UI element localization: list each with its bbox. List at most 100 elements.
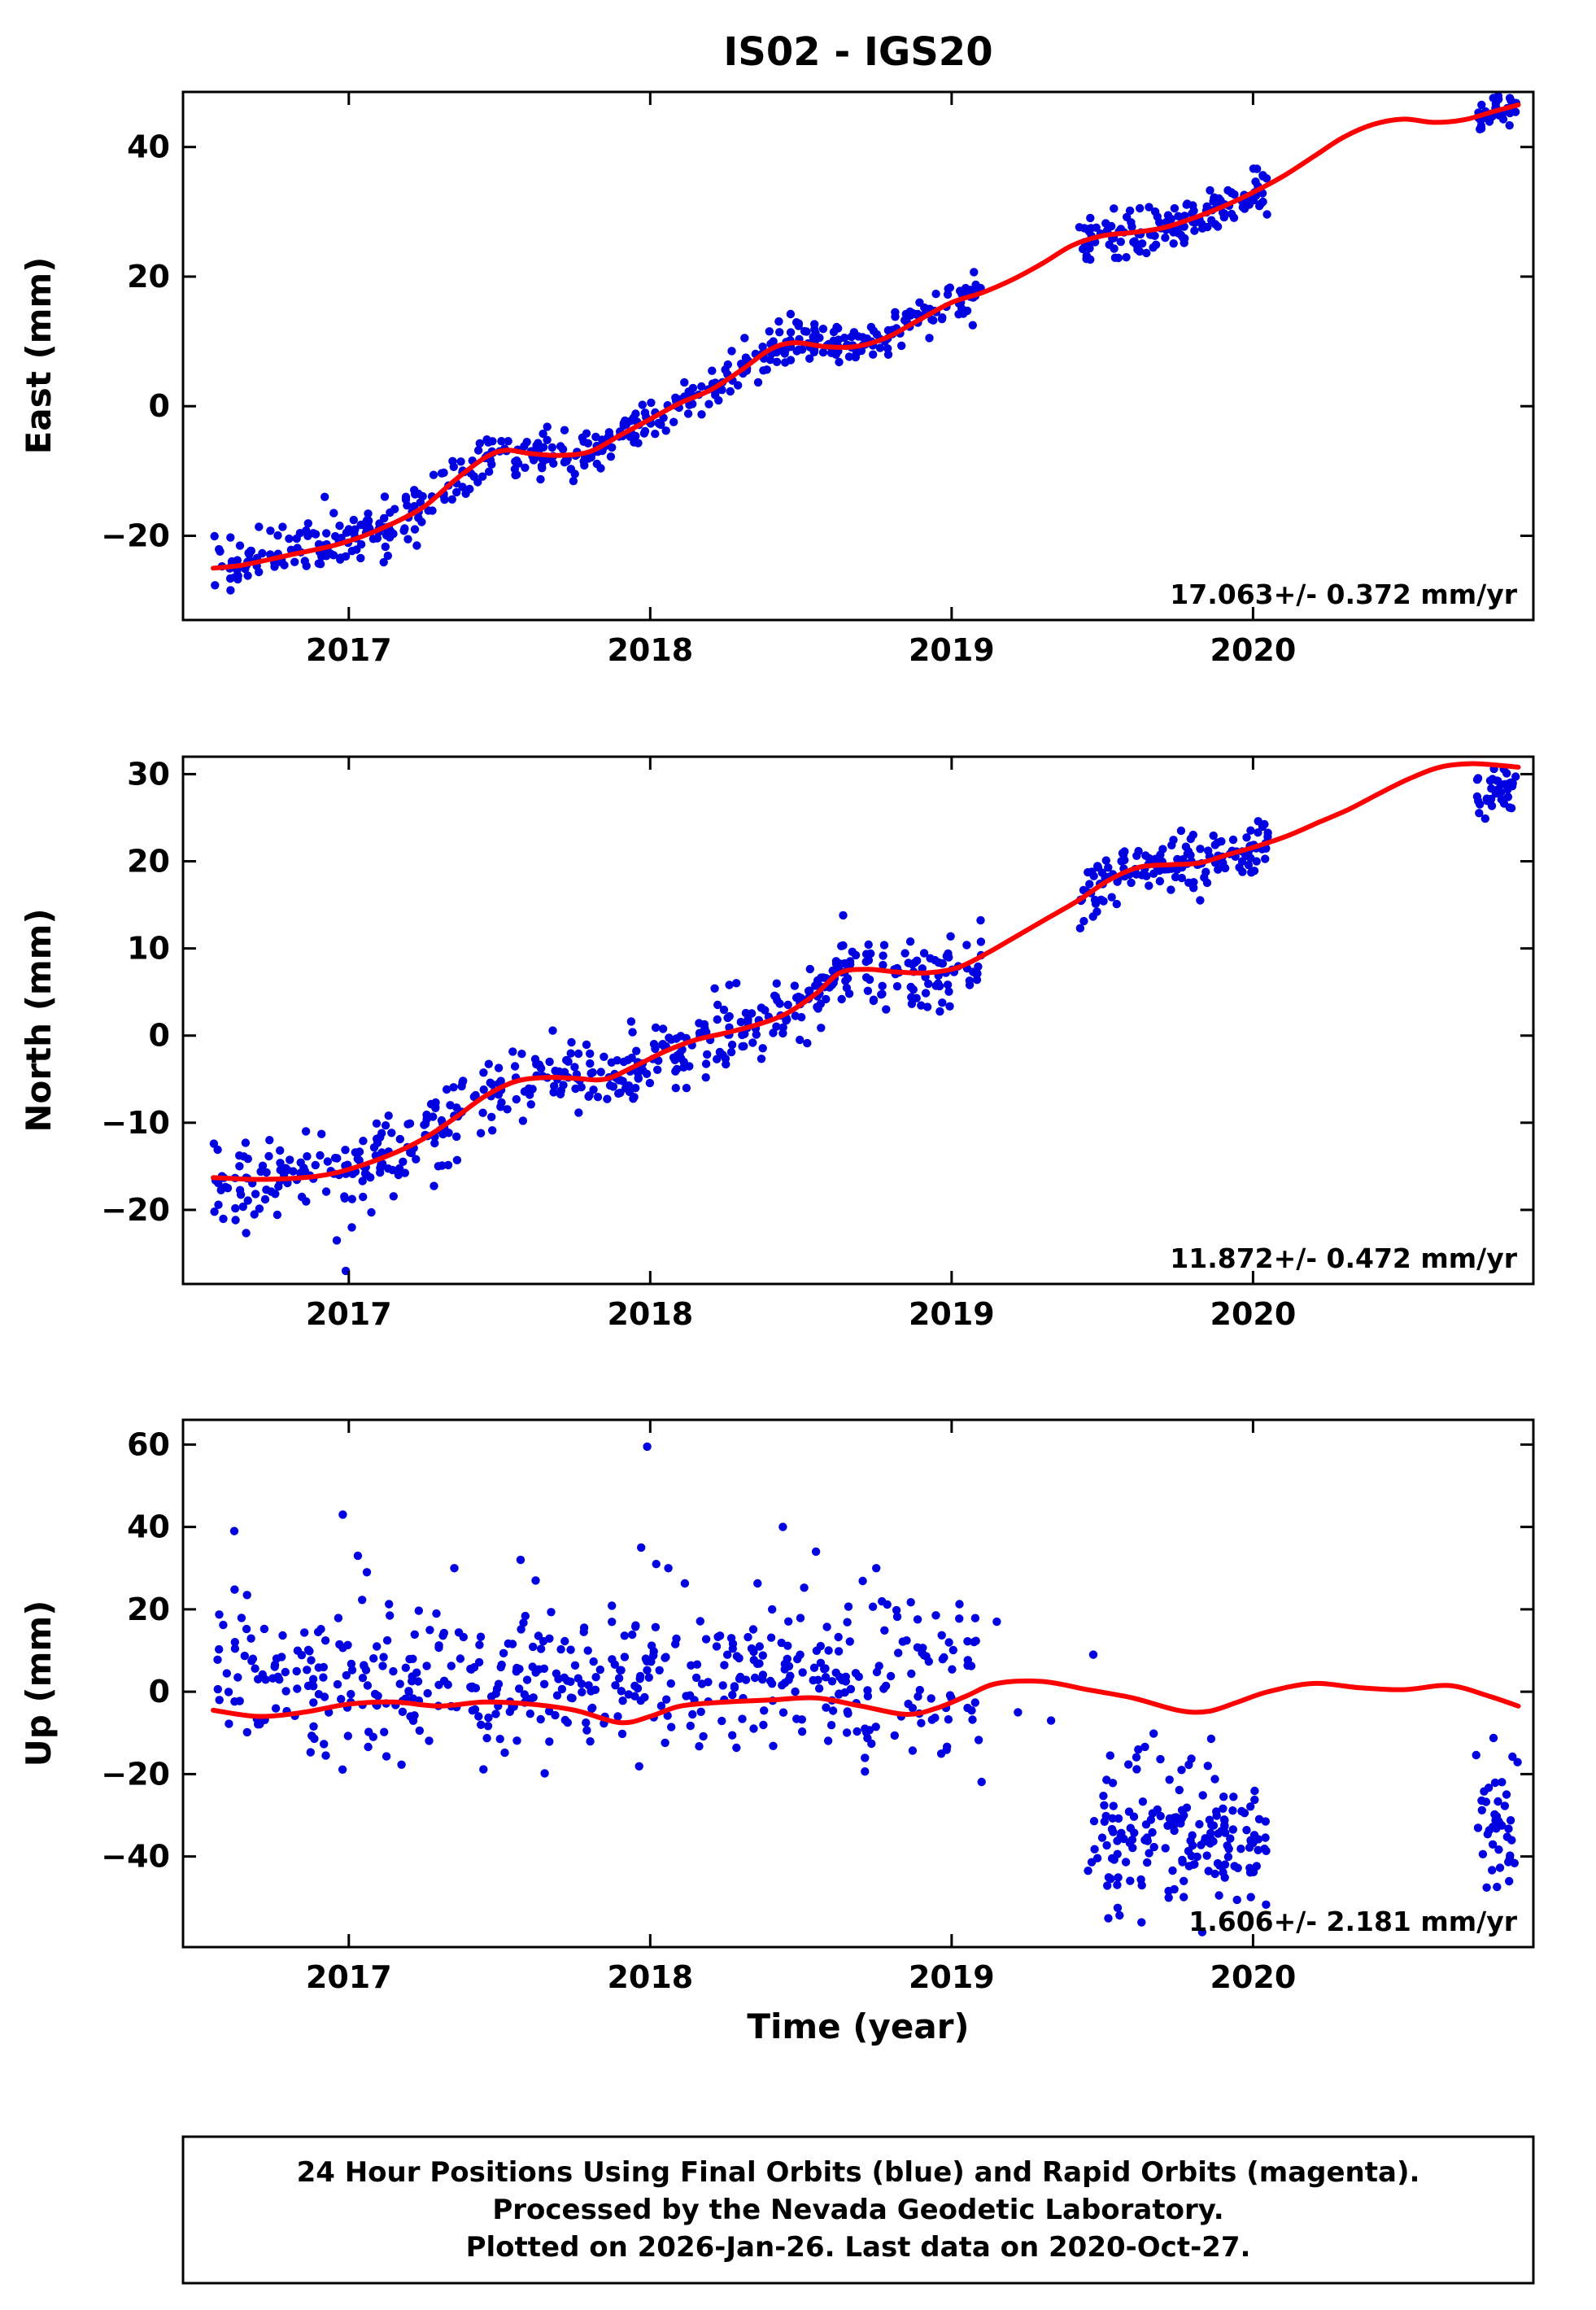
data-point	[695, 1742, 704, 1751]
data-point	[329, 551, 338, 560]
scatter-series	[209, 764, 1520, 1276]
data-point	[1174, 212, 1183, 221]
data-point	[1207, 1820, 1216, 1830]
data-point	[847, 332, 856, 342]
data-point	[842, 1728, 852, 1737]
data-point	[242, 1591, 251, 1600]
data-point	[971, 280, 980, 290]
data-point	[410, 1711, 419, 1720]
data-point	[1150, 207, 1160, 216]
data-point	[303, 519, 312, 528]
data-point	[559, 1081, 568, 1089]
data-point	[634, 1068, 643, 1078]
data-point	[373, 1642, 382, 1651]
data-point	[543, 422, 552, 431]
data-point	[1206, 1828, 1215, 1838]
data-point	[443, 1680, 452, 1689]
data-point	[948, 1645, 958, 1655]
data-point	[783, 1641, 792, 1650]
data-point	[630, 1681, 639, 1691]
data-point	[620, 1631, 629, 1640]
data-point	[592, 459, 601, 469]
data-point	[878, 981, 887, 991]
data-point	[276, 1159, 285, 1168]
data-point	[1103, 1881, 1112, 1890]
data-point	[301, 1127, 311, 1136]
data-point	[1108, 1814, 1117, 1823]
data-point	[235, 1162, 244, 1171]
data-point	[757, 1055, 766, 1063]
data-point	[818, 973, 828, 982]
data-point	[900, 949, 909, 958]
data-point	[552, 1691, 562, 1700]
data-point	[687, 1661, 696, 1670]
data-point	[329, 509, 338, 517]
data-point	[1198, 1791, 1207, 1800]
data-point	[475, 439, 484, 448]
data-point	[886, 1671, 896, 1681]
data-point	[837, 994, 846, 1004]
data-point	[219, 1620, 228, 1630]
data-point	[372, 1119, 382, 1129]
data-point	[574, 1108, 583, 1117]
data-point	[907, 1669, 916, 1679]
data-point	[281, 1667, 290, 1677]
data-point	[362, 1568, 372, 1577]
data-point	[504, 1639, 512, 1648]
data-point	[695, 1019, 704, 1028]
data-point	[810, 325, 819, 334]
data-point	[303, 1152, 312, 1161]
x-tick-label: 2018	[607, 632, 693, 668]
y-tick-label: −20	[101, 1756, 170, 1792]
data-point	[1494, 776, 1502, 785]
data-point	[775, 328, 784, 337]
data-point	[1092, 1854, 1102, 1862]
data-point	[1206, 1839, 1214, 1848]
y-axis-label-up: Up (mm)	[19, 1600, 59, 1767]
data-point	[338, 1510, 347, 1519]
scatter-series	[213, 1442, 1522, 1937]
data-point	[449, 1083, 458, 1092]
data-point	[970, 1614, 980, 1622]
data-point	[1104, 1914, 1113, 1923]
data-point	[672, 1634, 681, 1644]
data-point	[931, 290, 940, 299]
y-axis-label-north: North (mm)	[19, 908, 59, 1132]
data-point	[424, 506, 433, 515]
data-point	[347, 1689, 355, 1699]
x-tick-label: 2019	[909, 1959, 995, 1995]
data-point	[1475, 809, 1484, 818]
data-point	[839, 910, 848, 920]
data-point	[385, 533, 395, 542]
data-point	[1143, 1858, 1152, 1867]
data-point	[539, 1679, 549, 1688]
data-point	[499, 1648, 508, 1658]
data-point	[382, 1752, 391, 1761]
data-point	[608, 1655, 617, 1664]
data-point	[1146, 1815, 1156, 1824]
data-point	[970, 268, 979, 277]
data-point	[726, 1047, 736, 1057]
data-point	[1092, 223, 1101, 232]
data-point	[743, 1632, 752, 1642]
data-point	[863, 1686, 872, 1695]
plot-area-up: 2017 2018 2019 2020 −40 −20 0 20 40 60	[101, 1418, 1535, 1995]
data-point	[285, 534, 294, 544]
data-point	[322, 529, 331, 538]
data-point	[410, 486, 419, 495]
data-point	[403, 501, 412, 510]
data-point	[944, 987, 953, 996]
data-point	[839, 941, 848, 950]
data-point	[573, 1049, 583, 1059]
data-point	[835, 1689, 844, 1698]
data-point	[882, 1005, 891, 1014]
data-point	[897, 341, 906, 351]
data-point	[1507, 1836, 1516, 1845]
data-point	[560, 1715, 569, 1725]
data-point	[591, 1673, 600, 1682]
data-point	[635, 1671, 645, 1681]
data-point	[573, 1674, 582, 1683]
data-point	[796, 1614, 805, 1622]
data-point	[351, 525, 360, 534]
data-point	[430, 1138, 439, 1148]
